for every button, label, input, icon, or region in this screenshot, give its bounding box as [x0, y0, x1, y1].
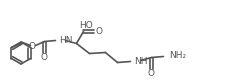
- Text: NH: NH: [134, 57, 147, 66]
- Text: O: O: [29, 42, 36, 51]
- Text: O: O: [147, 69, 154, 78]
- Text: NH₂: NH₂: [169, 51, 186, 60]
- Text: O: O: [96, 27, 103, 36]
- Text: O: O: [41, 53, 48, 62]
- Text: HO: HO: [79, 21, 93, 30]
- Text: HN: HN: [59, 36, 73, 45]
